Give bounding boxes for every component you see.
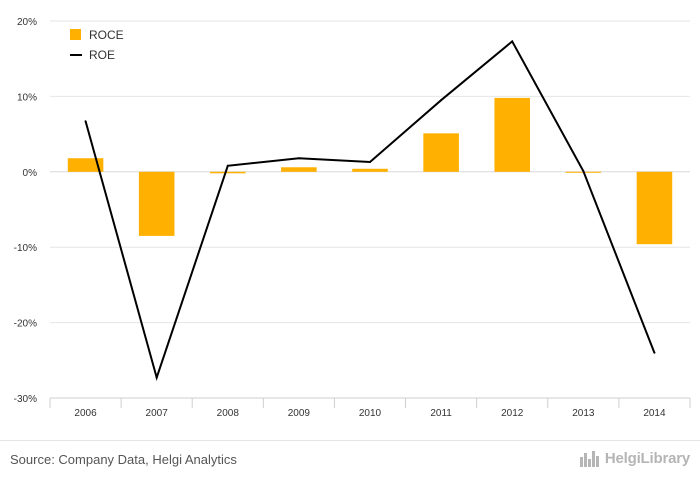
roce-bar[interactable] (636, 171, 673, 245)
roe-point[interactable] (297, 157, 300, 160)
source-text: Source: Company Data, Helgi Analytics (10, 452, 237, 467)
x-axis: 2006 2007 2008 2009 2010 2011 2012 2013 2014 (49, 397, 691, 419)
y-tick-label: 10% (17, 92, 37, 103)
city-skyline-icon (579, 451, 599, 467)
brand-name: HelgiLibrary (604, 449, 690, 467)
roe-point[interactable] (582, 170, 585, 173)
x-tick-label: 2008 (217, 408, 240, 419)
x-tick-label: 2009 (288, 408, 311, 419)
legend[interactable]: ROCE ROE (70, 28, 124, 62)
roce-bars (67, 97, 673, 245)
y-tick-label: 20% (17, 17, 37, 28)
legend-roce-label[interactable]: ROCE (89, 28, 124, 42)
x-tick-label: 2006 (74, 408, 97, 419)
y-tick-label: -10% (14, 243, 37, 254)
roe-point[interactable] (653, 351, 656, 354)
roe-point[interactable] (369, 160, 371, 163)
x-tick-label: 2010 (359, 408, 382, 419)
y-tick-label: 0% (23, 168, 38, 179)
legend-roe-label[interactable]: ROE (89, 48, 115, 62)
roe-point[interactable] (84, 120, 87, 123)
roe-point[interactable] (226, 164, 229, 167)
roe-line-group (84, 39, 656, 382)
y-tick-label: -20% (14, 319, 37, 330)
x-tick-label: 2007 (146, 408, 169, 419)
y-axis-tick-labels: -30% -20% -10% 0% 10% 20% (14, 17, 37, 405)
x-tick-label: 2011 (430, 408, 452, 419)
y-tick-label: -30% (14, 394, 37, 405)
chart: -30% -20% -10% 0% 10% 20% 2006 2007 2008 2009 201… (14, 17, 691, 419)
roce-bar[interactable] (494, 97, 530, 172)
x-tick-label: 2012 (501, 408, 524, 419)
roe-point[interactable] (440, 99, 443, 102)
roce-bar[interactable] (67, 158, 104, 172)
roce-bar[interactable] (138, 171, 175, 236)
legend-roce-swatch (70, 29, 81, 40)
roce-bar[interactable] (352, 168, 388, 172)
roce-bar[interactable] (281, 167, 317, 172)
roe-point[interactable] (511, 40, 514, 43)
brand-logo[interactable]: HelgiLibrary (579, 449, 690, 467)
x-tick-label: 2013 (572, 408, 595, 419)
footer: Source: Company Data, Helgi Analytics He… (0, 440, 700, 484)
roe-point[interactable] (155, 376, 158, 379)
roce-bar[interactable] (423, 133, 459, 172)
roce-bar[interactable] (210, 171, 246, 174)
x-tick-label: 2014 (643, 408, 666, 419)
